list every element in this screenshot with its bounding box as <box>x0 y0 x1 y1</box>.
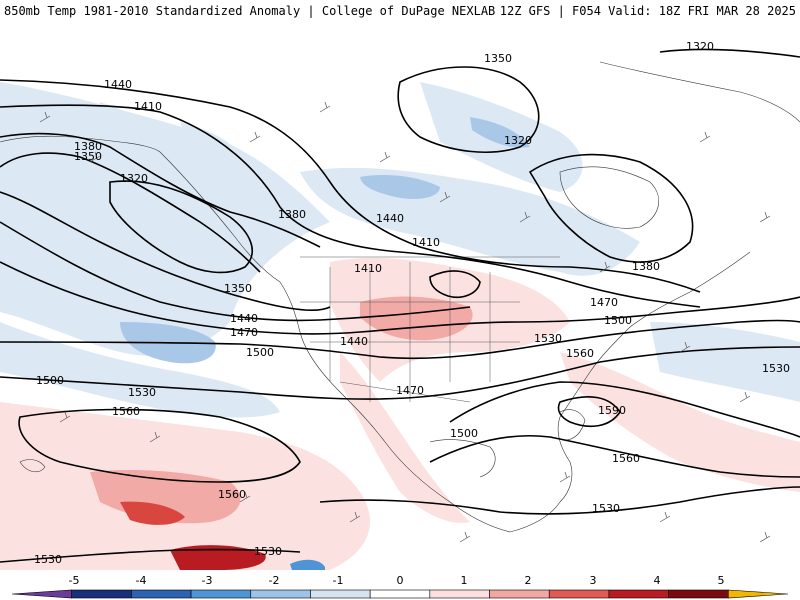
contour-label: 1530 <box>254 545 282 558</box>
colorbar-swatch <box>310 589 371 599</box>
contour-label: 1470 <box>590 296 618 309</box>
coastlines <box>0 61 800 533</box>
contour-label: 1500 <box>604 314 632 327</box>
colorbar-swatch <box>369 589 431 599</box>
colorbar-tick-label: -2 <box>269 574 280 587</box>
contour-label: 1530 <box>34 553 62 566</box>
contour-label: 1440 <box>340 335 368 348</box>
contour-label: 1410 <box>354 262 382 275</box>
colorbar-swatch <box>11 589 72 599</box>
contour-label: 1560 <box>612 452 640 465</box>
colorbar-swatch <box>71 589 132 599</box>
colorbar-tick-label: -1 <box>333 574 344 587</box>
contour-label: 1380 <box>632 260 660 273</box>
contour-label: 1560 <box>112 405 140 418</box>
contour-label: 1350 <box>224 282 252 295</box>
colorbar-swatch <box>429 589 490 599</box>
colorbar-tick-label: 1 <box>461 574 468 587</box>
contour-label: 1530 <box>592 502 620 515</box>
colorbar-swatch <box>489 589 550 599</box>
contour-labels: 1440 1410 1380 1350 1320 1350 1320 1320 … <box>34 40 790 566</box>
height-contours <box>0 48 800 563</box>
colorbar-tick-label: 2 <box>525 574 532 587</box>
contour-label: 1470 <box>230 326 258 339</box>
contour-label: 1350 <box>484 52 512 65</box>
contour-label: 1440 <box>104 78 132 91</box>
model-run-info: 12Z GFS | F054 Valid: 18Z FRI MAR 28 202… <box>499 4 796 18</box>
colorbar-swatch <box>608 589 669 599</box>
colorbar-tick-label: 4 <box>654 574 661 587</box>
colorbar-tick-label: 3 <box>590 574 597 587</box>
colorbar-tick-label: 0 <box>397 574 404 587</box>
contour-label: 1560 <box>218 488 246 501</box>
colorbar-swatch <box>728 589 789 599</box>
colorbar-tick-label: -4 <box>136 574 147 587</box>
contour-label: 1380 <box>74 140 102 153</box>
contour-label: 1530 <box>534 332 562 345</box>
colorbar-swatch <box>190 589 252 599</box>
contour-label: 1410 <box>412 236 440 249</box>
colorbar-swatch <box>548 589 610 599</box>
colorbar-tick-labels: -5 -4 -3 -2 -1 0 1 2 3 4 5 <box>69 574 725 587</box>
colorbar-tick-label: -5 <box>69 574 80 587</box>
contour-label: 1530 <box>762 362 790 375</box>
contour-label: 1500 <box>450 427 478 440</box>
colorbar-swatch <box>250 589 311 599</box>
contour-label: 1320 <box>686 40 714 53</box>
colorbar-swatch <box>668 589 729 599</box>
wind-barbs <box>39 101 771 543</box>
contour-label: 1470 <box>396 384 424 397</box>
contour-label: 1440 <box>376 212 404 225</box>
contour-label: 1560 <box>566 347 594 360</box>
contour-label: 1380 <box>278 208 306 221</box>
contour-label: 1500 <box>246 346 274 359</box>
colorbar-tick-label: -3 <box>202 574 213 587</box>
contour-label: 1350 <box>74 150 102 163</box>
weather-map: 1440 1410 1380 1350 1320 1350 1320 1320 … <box>0 22 800 570</box>
contour-label: 1410 <box>134 100 162 113</box>
contour-label: 1440 <box>230 312 258 325</box>
contour-label: 1590 <box>598 404 626 417</box>
colorbar-tick-label: 5 <box>718 574 725 587</box>
contour-label: 1320 <box>120 172 148 185</box>
anomaly-colorbar: -5 -4 -3 -2 -1 0 1 2 3 4 5 <box>11 574 789 599</box>
map-title: 850mb Temp 1981-2010 Standardized Anomal… <box>4 4 496 18</box>
contour-label: 1500 <box>36 374 64 387</box>
colorbar-swatch <box>131 589 192 599</box>
contour-label: 1320 <box>504 134 532 147</box>
colorbar-swatches <box>11 589 789 599</box>
contour-label: 1530 <box>128 386 156 399</box>
